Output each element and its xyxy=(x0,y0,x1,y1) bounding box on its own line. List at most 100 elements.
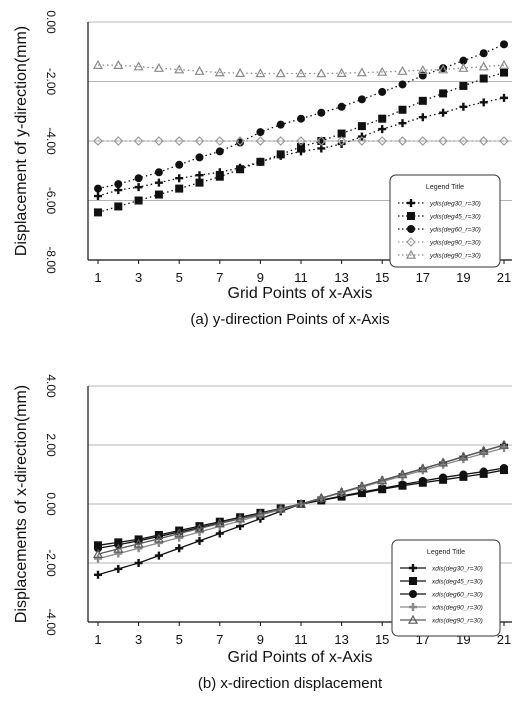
data-point xyxy=(500,68,508,77)
data-point xyxy=(478,445,489,455)
x-tick-label: 15 xyxy=(375,270,389,285)
data-point xyxy=(459,470,468,479)
legend-entry: ydis(deg45_r=30) xyxy=(429,214,481,221)
data-point xyxy=(316,68,327,78)
y-tick-label: 0.00 xyxy=(44,10,58,34)
data-point xyxy=(499,136,509,146)
data-point xyxy=(214,136,225,146)
data-point xyxy=(337,129,346,138)
data-point xyxy=(255,136,266,146)
data-point xyxy=(438,136,448,146)
data-point xyxy=(175,174,184,183)
data-point xyxy=(235,136,245,146)
x-axis-title: Grid Points of x-Axis xyxy=(228,285,373,302)
data-point xyxy=(256,157,265,166)
data-point xyxy=(113,543,124,553)
figure-caption: (b) x-direction displacement xyxy=(198,675,383,692)
series-5 xyxy=(92,59,510,78)
data-point xyxy=(337,102,346,111)
data-point xyxy=(92,59,104,69)
x-tick-label: 13 xyxy=(334,632,348,647)
x-tick-label: 21 xyxy=(497,632,511,647)
data-point xyxy=(174,136,185,146)
data-point xyxy=(378,114,387,123)
data-point xyxy=(438,457,449,467)
data-point xyxy=(336,486,347,496)
data-point xyxy=(417,64,428,74)
data-point xyxy=(195,171,204,180)
series-2 xyxy=(94,68,508,217)
data-point xyxy=(114,549,123,558)
data-point xyxy=(336,136,347,146)
y-tick-label: -4.00 xyxy=(44,608,58,636)
data-point xyxy=(194,65,205,75)
data-point xyxy=(236,165,245,174)
data-point xyxy=(154,551,163,560)
data-point xyxy=(459,56,468,65)
y-tick-label: 2.00 xyxy=(44,433,58,457)
data-point xyxy=(377,136,388,146)
data-point xyxy=(356,481,367,491)
x-tick-label: 9 xyxy=(257,632,264,647)
data-point xyxy=(398,80,407,89)
data-point xyxy=(215,147,224,156)
data-point xyxy=(255,508,266,518)
data-point xyxy=(378,125,387,134)
x-tick-label: 1 xyxy=(94,270,101,285)
x-tick-label: 15 xyxy=(375,632,389,647)
legend-marker xyxy=(409,603,417,611)
x-tick-label: 1 xyxy=(94,632,101,647)
data-point xyxy=(500,40,508,49)
data-point xyxy=(458,62,469,72)
data-point xyxy=(195,178,204,187)
series-5 xyxy=(92,439,510,558)
data-point xyxy=(113,136,124,146)
data-point xyxy=(195,153,204,162)
data-point xyxy=(459,102,468,111)
legend-entry: xdis(deg30_r=30) xyxy=(431,566,483,573)
x-tick-label: 21 xyxy=(497,270,511,285)
legend: Legend Title ydis(deg30_r=30) ydis(deg45_r… xyxy=(389,174,501,268)
data-point xyxy=(498,439,510,449)
data-point xyxy=(114,180,123,189)
legend-title: Legend Title xyxy=(426,184,464,191)
data-point xyxy=(297,142,305,151)
x-tick-label: 3 xyxy=(135,270,142,285)
data-point xyxy=(94,192,102,201)
data-point xyxy=(114,564,123,573)
y-tick-label: -4.00 xyxy=(44,127,58,155)
data-point xyxy=(215,529,224,538)
data-point xyxy=(479,98,488,107)
data-point xyxy=(478,61,489,71)
data-point xyxy=(397,65,408,75)
legend-box xyxy=(389,174,501,268)
data-point xyxy=(174,64,185,74)
legend-marker xyxy=(406,237,416,247)
figure-caption: (a) y-direction Points of x-Axis xyxy=(190,311,389,328)
data-point xyxy=(439,108,448,117)
data-point xyxy=(133,136,144,146)
data-point xyxy=(276,120,285,129)
x-tick-label: 11 xyxy=(294,270,308,285)
data-point xyxy=(214,518,225,528)
data-point xyxy=(256,128,265,137)
data-point xyxy=(418,113,427,122)
data-point xyxy=(134,559,143,567)
x-tick-label: 5 xyxy=(176,632,183,647)
legend-title: Legend Title xyxy=(427,549,465,556)
data-point xyxy=(356,67,367,77)
data-point xyxy=(133,61,144,71)
data-point xyxy=(417,463,428,473)
data-point xyxy=(215,172,224,181)
data-point xyxy=(154,136,164,146)
data-point xyxy=(418,476,427,485)
y-tick-label: -2.00 xyxy=(44,549,58,577)
data-point xyxy=(194,136,205,146)
data-point xyxy=(377,475,388,485)
data-point xyxy=(276,150,285,159)
data-point xyxy=(275,136,286,146)
legend-entry: ydis(deg90_r=30) xyxy=(429,240,481,247)
legend-entry: xdis(deg45_r=30) xyxy=(431,579,483,586)
legend-box xyxy=(391,539,501,637)
